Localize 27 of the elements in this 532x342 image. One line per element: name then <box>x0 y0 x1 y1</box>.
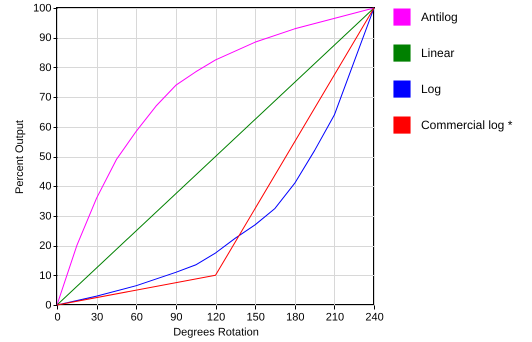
y-tick-label: 50 <box>39 151 52 163</box>
x-tick-label: 90 <box>170 312 182 324</box>
x-tick-label: 180 <box>286 312 304 324</box>
x-tick-label: 30 <box>91 312 104 324</box>
x-tick-label: 120 <box>206 312 226 324</box>
y-tick-label: 80 <box>39 62 52 74</box>
y-tick-label: 20 <box>39 240 52 252</box>
legend-label: Antilog <box>421 10 458 24</box>
y-tick-label: 70 <box>39 92 52 104</box>
y-tick-label: 30 <box>39 210 52 222</box>
y-axis-title: Percent Output <box>14 120 26 194</box>
x-tick-label: 0 <box>54 312 61 324</box>
legend-label: Log <box>421 82 442 96</box>
line-series <box>56 8 374 306</box>
y-tick-label: 100 <box>33 2 52 14</box>
x-tick-label: 60 <box>130 312 143 324</box>
y-tick-label: 90 <box>39 32 52 44</box>
x-tick-label: 210 <box>326 312 344 324</box>
legend-label: Linear <box>421 46 454 60</box>
x-tick-label: 240 <box>365 312 384 324</box>
legend-label: Commercial log * <box>421 118 513 132</box>
y-tick-label: 60 <box>39 121 52 134</box>
x-axis-title: Degrees Rotation <box>173 326 259 338</box>
y-tick-label: 40 <box>39 180 52 193</box>
x-tick-label: 150 <box>246 312 265 324</box>
y-tick-label: 0 <box>45 300 52 312</box>
y-tick-label: 10 <box>39 270 52 282</box>
